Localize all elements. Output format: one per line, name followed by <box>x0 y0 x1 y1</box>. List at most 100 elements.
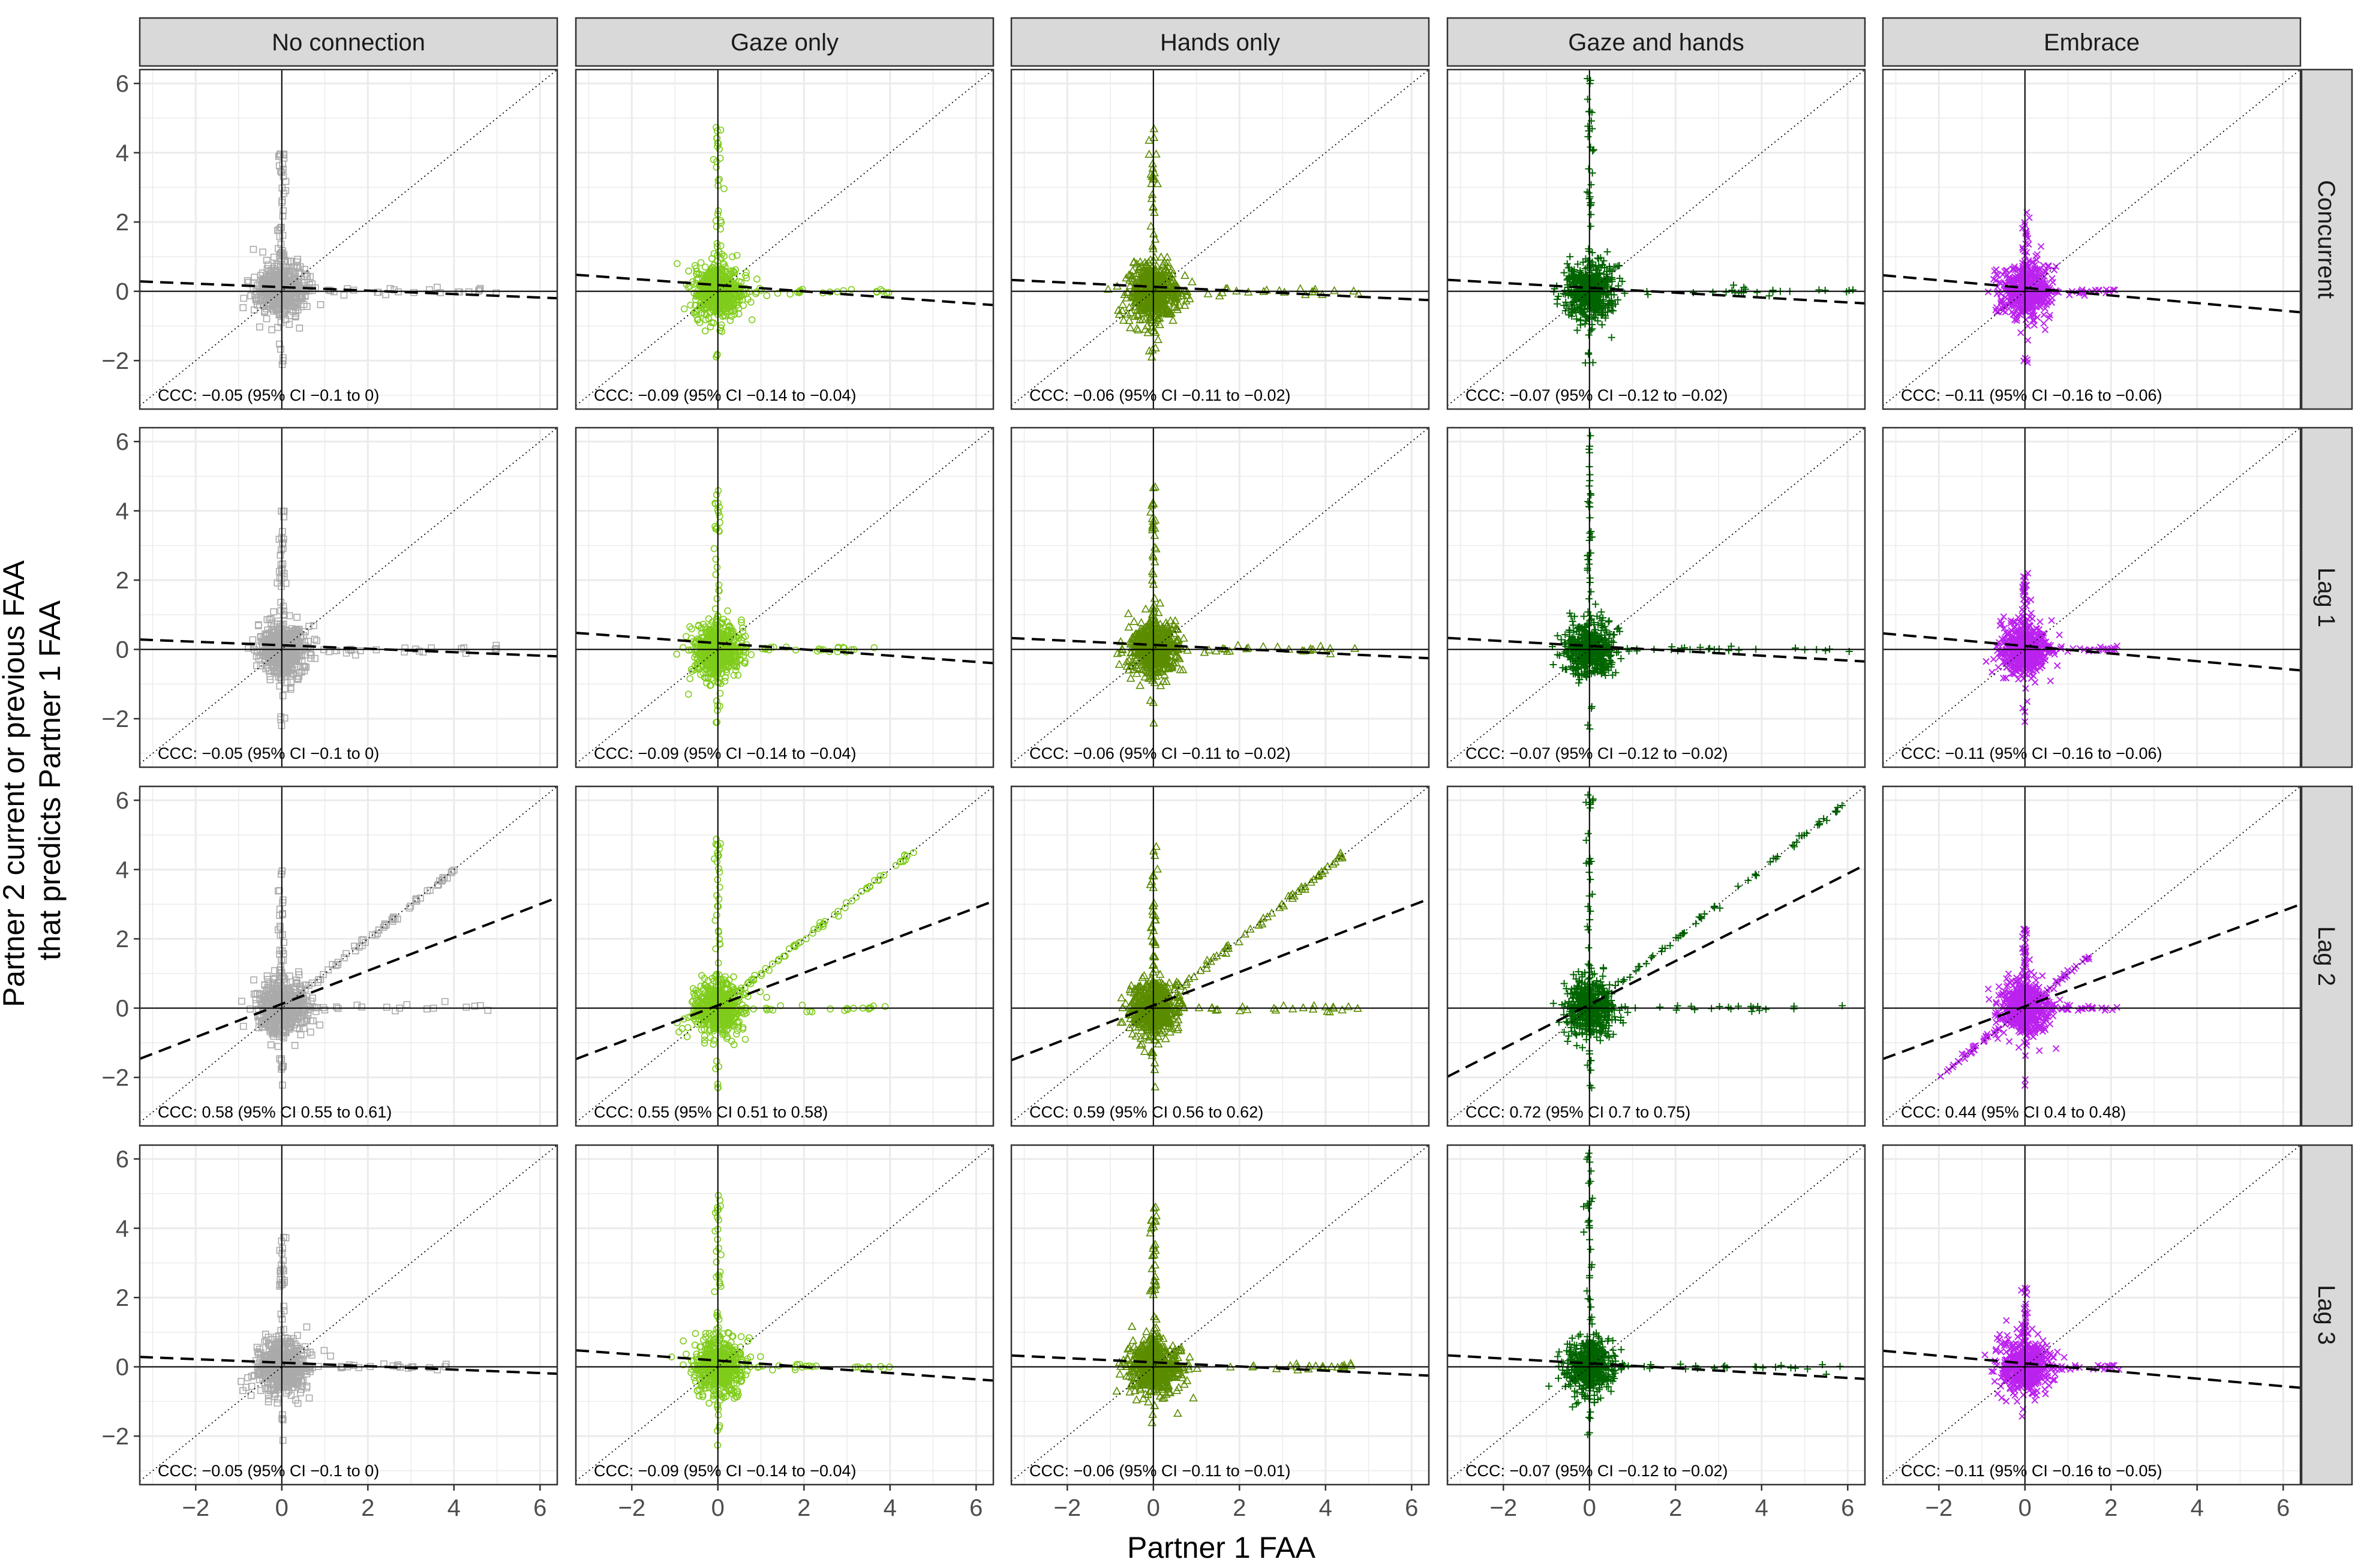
data-point <box>1203 289 1213 298</box>
data-point <box>1564 275 1572 283</box>
data-point <box>732 644 740 652</box>
data-point <box>730 654 738 661</box>
data-point <box>713 719 720 726</box>
data-point <box>1156 272 1166 281</box>
data-point <box>2095 287 2102 295</box>
ccc-annotation: CCC: −0.11 (95% CI −0.16 to −0.06) <box>1901 386 2162 404</box>
data-point <box>1555 292 1563 300</box>
data-point <box>301 663 309 671</box>
data-point <box>1145 300 1154 309</box>
data-point <box>311 654 319 662</box>
y-tick-label: 2 <box>116 567 129 594</box>
data-point <box>263 257 271 264</box>
data-point <box>1592 298 1600 305</box>
data-point <box>774 290 782 297</box>
data-point <box>725 270 732 278</box>
panel: CCC: −0.06 (95% CI −0.11 to −0.02) <box>1010 68 1430 410</box>
data-point <box>1212 646 1221 654</box>
data-point <box>1128 660 1137 669</box>
data-point <box>1572 295 1580 303</box>
data-point <box>1565 311 1573 319</box>
data-point <box>1148 525 1157 534</box>
data-point <box>2031 301 2038 309</box>
panels-layer: No connection Gaze only Hands only Gaze and… <box>101 17 2353 1521</box>
data-point <box>277 561 285 569</box>
panel-background <box>140 70 557 409</box>
data-point <box>726 302 734 310</box>
data-point <box>310 622 317 629</box>
data-point <box>702 303 710 311</box>
data-point <box>267 615 275 623</box>
data-point <box>292 627 299 635</box>
data-point <box>1137 647 1146 656</box>
data-point <box>2038 297 2046 305</box>
data-point <box>723 653 731 661</box>
data-point <box>1991 267 1998 275</box>
data-point <box>741 660 749 667</box>
data-point <box>279 160 286 168</box>
data-point <box>277 607 285 614</box>
data-point <box>279 636 286 644</box>
data-point <box>1142 262 1151 270</box>
data-point <box>1138 314 1147 323</box>
data-point <box>280 151 287 159</box>
data-point <box>1563 302 1571 310</box>
data-point <box>265 261 272 269</box>
data-point <box>1179 633 1188 642</box>
panel-background <box>1011 70 1429 409</box>
data-point <box>698 629 705 636</box>
data-point <box>1587 211 1595 218</box>
data-point <box>1574 260 1582 268</box>
data-point <box>2030 292 2038 299</box>
data-point <box>268 654 275 661</box>
data-point <box>2029 307 2036 315</box>
data-point <box>686 623 693 630</box>
data-point <box>735 310 743 317</box>
data-point <box>276 340 283 348</box>
data-point <box>270 608 277 615</box>
panel-lines <box>1447 70 1865 409</box>
ccc-annotation: CCC: −0.09 (95% CI −0.14 to −0.04) <box>594 386 857 404</box>
data-point <box>730 672 738 679</box>
data-point <box>692 302 699 310</box>
data-point <box>1581 320 1589 328</box>
data-point <box>1993 308 2000 316</box>
panel: CCC: −0.07 (95% CI −0.12 to −0.02) <box>1446 68 1866 410</box>
data-point <box>279 692 287 699</box>
data-point <box>1730 281 1738 289</box>
data-point <box>1598 321 1606 329</box>
column-strip <box>139 17 558 67</box>
data-point <box>1350 644 1360 652</box>
data-point <box>2000 303 2008 311</box>
data-point <box>1173 635 1182 644</box>
data-point <box>1572 309 1580 317</box>
data-point <box>1994 272 2001 280</box>
row-strip-label: Lag 1 <box>2313 567 2339 627</box>
data-point <box>1585 165 1593 173</box>
data-point <box>256 301 263 309</box>
data-point <box>1148 567 1157 575</box>
data-point <box>1157 305 1166 314</box>
data-point <box>689 278 696 286</box>
data-point <box>284 630 291 638</box>
data-point <box>743 289 750 297</box>
data-point <box>685 647 692 654</box>
data-point <box>294 265 301 272</box>
data-point <box>1148 318 1157 326</box>
data-point <box>1163 252 1172 261</box>
data-point <box>1145 136 1154 144</box>
data-point <box>303 302 311 310</box>
data-point <box>292 313 299 320</box>
data-point <box>1155 645 1164 654</box>
data-point <box>1134 275 1143 284</box>
column-strip-label: Hands only <box>1160 29 1280 56</box>
data-point <box>277 346 284 353</box>
data-point <box>794 289 801 296</box>
identity-line <box>1883 70 2300 406</box>
data-point <box>1132 668 1142 677</box>
data-point <box>673 650 680 658</box>
data-point <box>2042 295 2049 303</box>
y-tick-label: 0 <box>116 279 129 305</box>
